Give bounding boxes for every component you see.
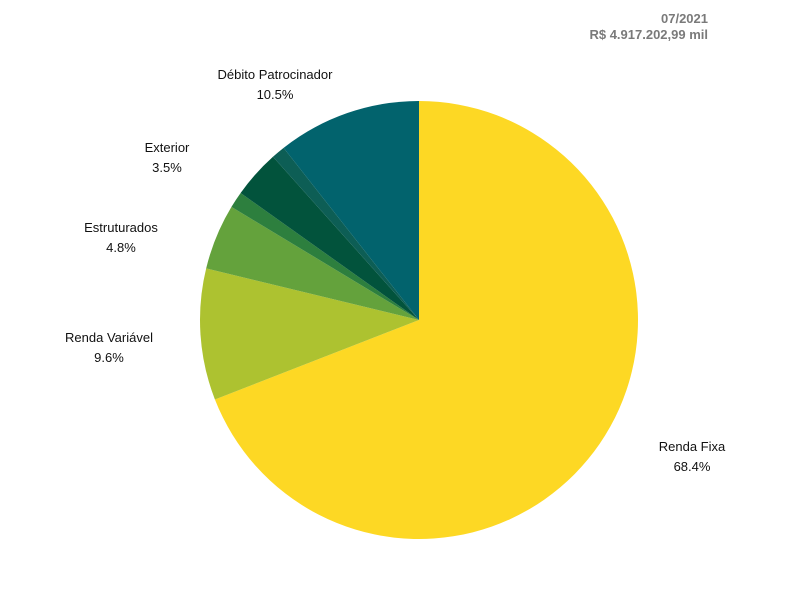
pie-slice-d-bito-patrocinador	[283, 100, 419, 320]
slice-label-name: Exterior	[145, 140, 190, 155]
slice-label-percent: 9.6%	[94, 350, 124, 365]
pie-slice-renda-fixa	[214, 101, 639, 540]
slice-label-name: Estruturados	[84, 220, 158, 235]
reference-date: 07/2021	[661, 11, 708, 26]
slice-labels: Renda Fixa 68.4% Renda Variável 9.6% Estrutu…	[65, 67, 726, 474]
slice-label-name: Débito Patrocinador	[218, 67, 334, 82]
slice-label-percent: 3.5%	[152, 160, 182, 175]
pie-slice-unlabeled-3	[231, 192, 419, 320]
pie-slice-unlabeled-5	[272, 147, 419, 320]
slice-label-name: Renda Fixa	[659, 439, 726, 454]
slice-label-percent: 68.4%	[674, 459, 711, 474]
pie-slice-exterior	[240, 156, 419, 320]
slice-label-name: Renda Variável	[65, 330, 153, 345]
total-assets-value: R$ 4.917.202,99 mil	[589, 27, 708, 42]
slice-label-percent: 4.8%	[106, 240, 136, 255]
slice-label-percent: 10.5%	[257, 87, 294, 102]
pie-slice-renda-vari-vel	[199, 268, 419, 400]
pie-slice-estruturados	[206, 206, 419, 320]
pie-slices	[199, 100, 639, 540]
